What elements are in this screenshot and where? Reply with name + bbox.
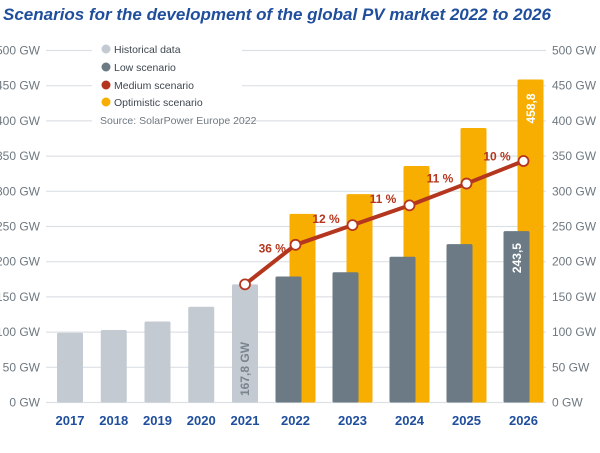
- y-tick-label: 200 GW: [0, 255, 41, 269]
- x-tick-label: 2019: [143, 413, 172, 428]
- data-label-optimistic-2026: 458,8: [524, 93, 538, 123]
- y-tick-label: 350 GW: [0, 149, 41, 163]
- medium-scenario-point: [517, 155, 530, 167]
- medium-scenario-path: [243, 159, 525, 286]
- y-tick-label: 450 GW: [0, 79, 41, 93]
- medium-scenario-point: [239, 278, 251, 291]
- legend-swatch-medium: [101, 80, 111, 90]
- legend-label-optimistic: Optimistic scenario: [114, 97, 203, 109]
- bars: [57, 79, 544, 403]
- bar-historical-data-2018: [100, 329, 127, 403]
- y-tick-label: 150 GW: [0, 290, 41, 304]
- growth-label: 10 %: [483, 149, 511, 163]
- y-axis-right: 0 GW 50 GW 100 GW 150 GW 200 GW 250 GW 300 GW 3…: [552, 44, 597, 410]
- x-tick-label: 2018: [99, 413, 128, 428]
- legend-label-medium: Medium scenario: [114, 80, 194, 92]
- y-tick-label: 300 GW: [552, 184, 597, 198]
- y-tick-label: 100 GW: [552, 325, 597, 339]
- y-tick-label: 250 GW: [0, 220, 41, 234]
- bar-low-scenario-2025: [446, 244, 473, 403]
- bar-historical-data-2020: [188, 306, 215, 403]
- legend-label-low: Low scenario: [114, 62, 176, 74]
- y-tick-label: 100 GW: [0, 325, 41, 339]
- y-tick-label: 300 GW: [0, 184, 41, 198]
- x-tick-label: 2020: [187, 413, 216, 428]
- y-tick-label: 250 GW: [552, 220, 597, 234]
- growth-label: 36 %: [259, 242, 287, 256]
- y-tick-label: 500 GW: [552, 44, 597, 58]
- bar-historical-data-2019: [144, 321, 171, 403]
- y-tick-label: 500 GW: [0, 44, 41, 58]
- bar-low-scenario-2023: [332, 272, 359, 403]
- legend-swatch-historical: [101, 44, 111, 54]
- y-tick-label: 50 GW: [552, 360, 590, 374]
- x-tick-label: 2022: [281, 413, 310, 428]
- x-tick-label: 2024: [395, 413, 425, 428]
- x-tick-label: 2023: [338, 413, 367, 428]
- y-tick-label: 200 GW: [552, 255, 597, 269]
- y-tick-label: 450 GW: [552, 79, 597, 93]
- bar-low-scenario-2022: [275, 276, 302, 403]
- bar-low-scenario-2024: [389, 256, 416, 403]
- x-tick-label: 2021: [231, 413, 260, 428]
- x-tick-label: 2026: [509, 413, 538, 428]
- y-tick-label: 400 GW: [0, 114, 41, 128]
- growth-label: 12 %: [312, 212, 340, 226]
- y-axis-left: 0 GW 50 GW 100 GW 150 GW 200 GW 250 GW 300 GW 3…: [0, 44, 41, 410]
- medium-scenario-point: [403, 199, 416, 212]
- y-tick-label: 0 GW: [552, 396, 583, 410]
- x-tick-label: 2025: [452, 413, 481, 428]
- legend: Historical data Low scenario Medium scen…: [92, 40, 257, 127]
- source-note: Source: SolarPower Europe 2022: [100, 115, 257, 127]
- x-tick-label: 2017: [56, 413, 85, 428]
- y-tick-label: 150 GW: [552, 290, 597, 304]
- y-tick-label: 50 GW: [3, 360, 41, 374]
- growth-label: 11 %: [370, 192, 397, 206]
- y-tick-label: 350 GW: [552, 149, 597, 163]
- growth-label: 11 %: [427, 171, 454, 185]
- medium-scenario-point: [460, 177, 473, 190]
- data-labels: 36 % 12 % 11 % 11 % 10 % 167,8 GW 243,5 458,8: [238, 93, 538, 396]
- bar-historical-data-2017: [57, 332, 83, 403]
- bar-low-scenario-2026: [503, 231, 530, 403]
- x-axis: 2017 2018 2019 2020 2021 2022 2023 2024 2025 2026: [56, 413, 538, 428]
- medium-scenario-point: [346, 219, 359, 231]
- y-tick-label: 400 GW: [552, 114, 597, 128]
- data-label-2021: 167,8 GW: [238, 341, 252, 396]
- bar-historical-data-2021: [232, 284, 258, 403]
- legend-swatch-optimistic: [101, 97, 111, 107]
- medium-scenario-line: [239, 155, 530, 291]
- legend-label-historical: Historical data: [114, 44, 181, 56]
- legend-swatch-low: [101, 62, 111, 72]
- y-tick-label: 0 GW: [9, 396, 40, 410]
- medium-scenario-point: [289, 238, 302, 251]
- data-label-low-2026: 243,5: [510, 243, 524, 273]
- chart-title: Scenarios for the development of the glo…: [3, 5, 551, 24]
